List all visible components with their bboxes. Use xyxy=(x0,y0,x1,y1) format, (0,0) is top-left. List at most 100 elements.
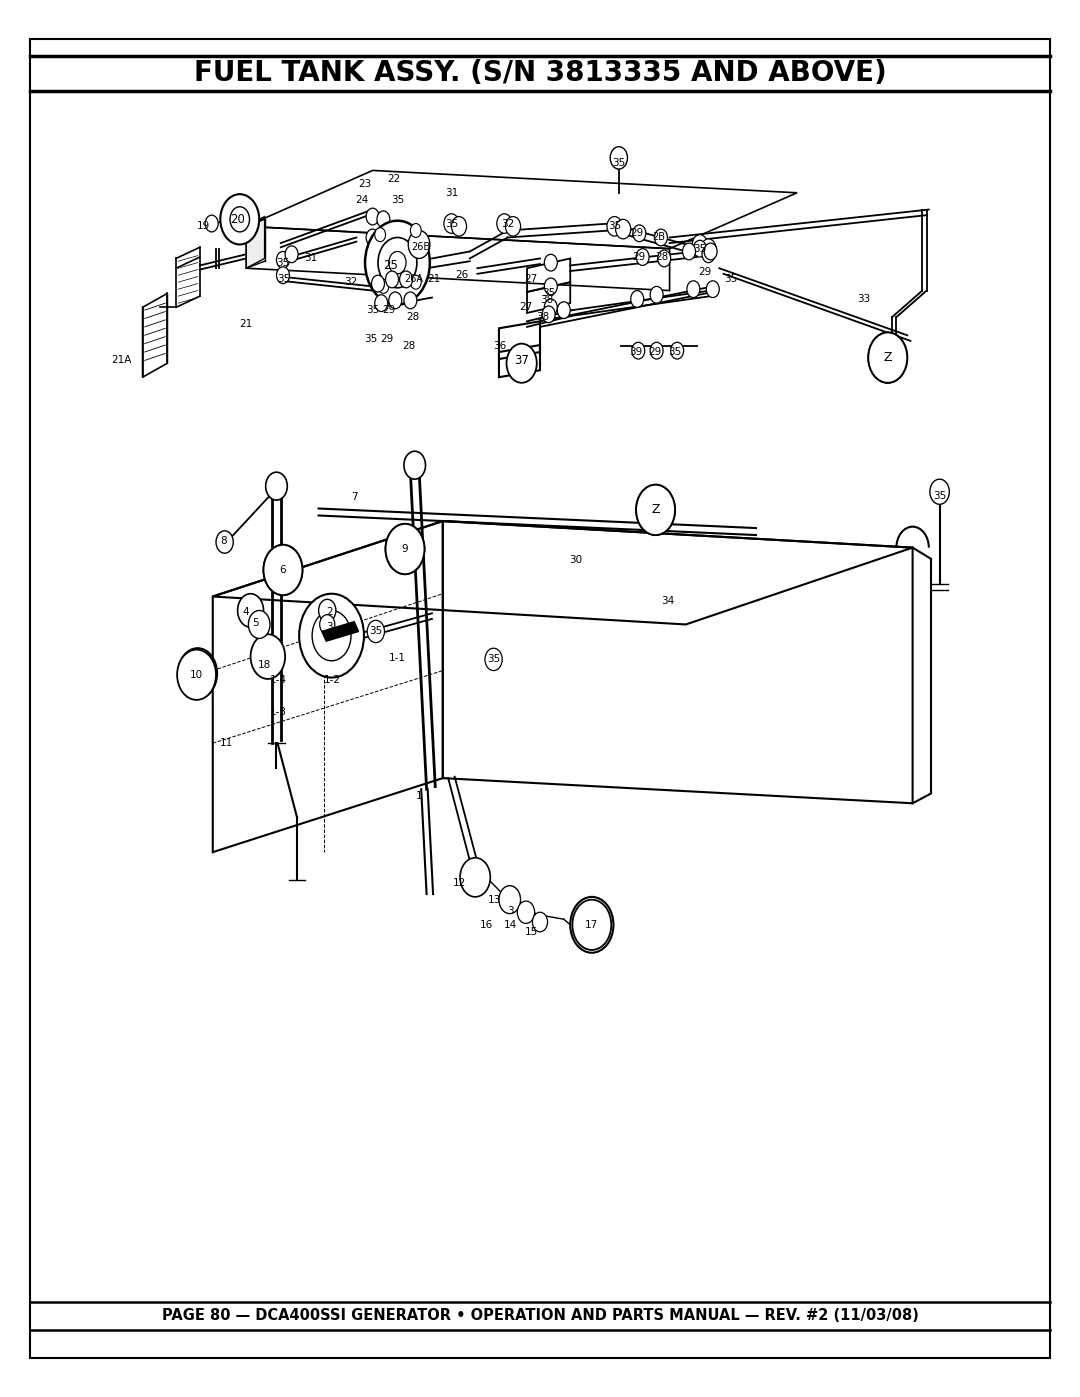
Circle shape xyxy=(607,217,622,236)
Text: 35: 35 xyxy=(391,194,404,205)
Text: 31: 31 xyxy=(305,253,318,264)
Circle shape xyxy=(505,217,521,236)
Text: 13: 13 xyxy=(488,894,501,905)
Circle shape xyxy=(658,250,671,267)
Text: 22: 22 xyxy=(388,173,401,184)
Text: 29: 29 xyxy=(648,346,661,358)
Text: 10: 10 xyxy=(190,669,203,680)
Circle shape xyxy=(365,221,430,305)
Text: 29: 29 xyxy=(699,267,712,278)
Text: 18: 18 xyxy=(258,659,271,671)
Text: 8: 8 xyxy=(220,535,227,546)
Circle shape xyxy=(188,661,207,686)
Text: 26: 26 xyxy=(456,270,469,281)
Circle shape xyxy=(532,912,548,932)
Circle shape xyxy=(216,531,233,553)
Circle shape xyxy=(650,286,663,303)
Circle shape xyxy=(687,281,700,298)
Circle shape xyxy=(410,275,421,289)
Text: 29: 29 xyxy=(631,228,644,239)
Circle shape xyxy=(404,292,417,309)
Text: 29: 29 xyxy=(633,251,646,263)
Circle shape xyxy=(444,214,459,233)
Circle shape xyxy=(570,897,613,953)
Circle shape xyxy=(633,225,646,242)
Polygon shape xyxy=(322,622,359,641)
Text: 35: 35 xyxy=(445,218,458,229)
Text: 38: 38 xyxy=(540,295,553,306)
Circle shape xyxy=(693,240,706,257)
Text: 5: 5 xyxy=(253,617,259,629)
Text: 21: 21 xyxy=(428,274,441,285)
Circle shape xyxy=(386,524,424,574)
Text: 35: 35 xyxy=(542,288,555,299)
Text: 1-4: 1-4 xyxy=(270,675,287,686)
Circle shape xyxy=(460,858,490,897)
Circle shape xyxy=(366,208,379,225)
Text: 27: 27 xyxy=(519,302,532,313)
Circle shape xyxy=(544,278,557,295)
Text: 1-3: 1-3 xyxy=(270,707,287,718)
Text: 29: 29 xyxy=(382,305,395,316)
Circle shape xyxy=(499,886,521,914)
Text: 28: 28 xyxy=(656,251,669,263)
Circle shape xyxy=(389,292,402,309)
Circle shape xyxy=(485,648,502,671)
Circle shape xyxy=(230,207,249,232)
Text: 28: 28 xyxy=(403,341,416,352)
Circle shape xyxy=(636,485,675,535)
Text: 23: 23 xyxy=(359,179,372,190)
Circle shape xyxy=(404,451,426,479)
Text: 21: 21 xyxy=(240,319,253,330)
Circle shape xyxy=(251,634,285,679)
Text: 4: 4 xyxy=(243,606,249,617)
Circle shape xyxy=(386,271,399,288)
Circle shape xyxy=(238,594,264,627)
Text: 1-2: 1-2 xyxy=(324,675,341,686)
Text: 35: 35 xyxy=(276,257,289,268)
Circle shape xyxy=(557,302,570,319)
Circle shape xyxy=(702,246,715,263)
Polygon shape xyxy=(246,219,265,268)
Circle shape xyxy=(868,332,907,383)
Circle shape xyxy=(581,911,603,939)
Text: 32: 32 xyxy=(501,218,514,229)
Circle shape xyxy=(285,246,298,263)
Circle shape xyxy=(410,224,421,237)
Circle shape xyxy=(507,344,537,383)
Circle shape xyxy=(377,211,390,228)
Circle shape xyxy=(868,332,907,383)
Text: 1-1: 1-1 xyxy=(389,652,406,664)
Text: 30: 30 xyxy=(569,555,582,566)
Circle shape xyxy=(276,251,289,268)
Circle shape xyxy=(205,215,218,232)
Circle shape xyxy=(930,479,949,504)
Text: FUEL TANK ASSY. (S/N 3813335 AND ABOVE): FUEL TANK ASSY. (S/N 3813335 AND ABOVE) xyxy=(193,59,887,88)
Text: Z: Z xyxy=(651,503,660,517)
Circle shape xyxy=(220,194,259,244)
Text: 16: 16 xyxy=(480,919,492,930)
Circle shape xyxy=(544,299,557,316)
Text: 35: 35 xyxy=(612,158,625,169)
Circle shape xyxy=(631,291,644,307)
Text: 32: 32 xyxy=(345,277,357,288)
Circle shape xyxy=(378,279,389,293)
Text: 9: 9 xyxy=(402,543,408,555)
Circle shape xyxy=(264,545,302,595)
Circle shape xyxy=(636,249,649,265)
Text: 35: 35 xyxy=(693,243,706,254)
Circle shape xyxy=(706,281,719,298)
Text: 26B: 26B xyxy=(411,242,431,253)
Circle shape xyxy=(266,472,287,500)
Text: 20: 20 xyxy=(230,212,245,226)
Circle shape xyxy=(320,615,335,634)
Text: 35: 35 xyxy=(669,346,681,358)
Circle shape xyxy=(544,254,557,271)
Circle shape xyxy=(408,231,430,258)
Circle shape xyxy=(386,524,424,574)
Text: 35: 35 xyxy=(487,654,500,665)
Circle shape xyxy=(517,901,535,923)
Circle shape xyxy=(367,620,384,643)
Text: 14: 14 xyxy=(504,919,517,930)
Text: 12: 12 xyxy=(453,877,465,888)
